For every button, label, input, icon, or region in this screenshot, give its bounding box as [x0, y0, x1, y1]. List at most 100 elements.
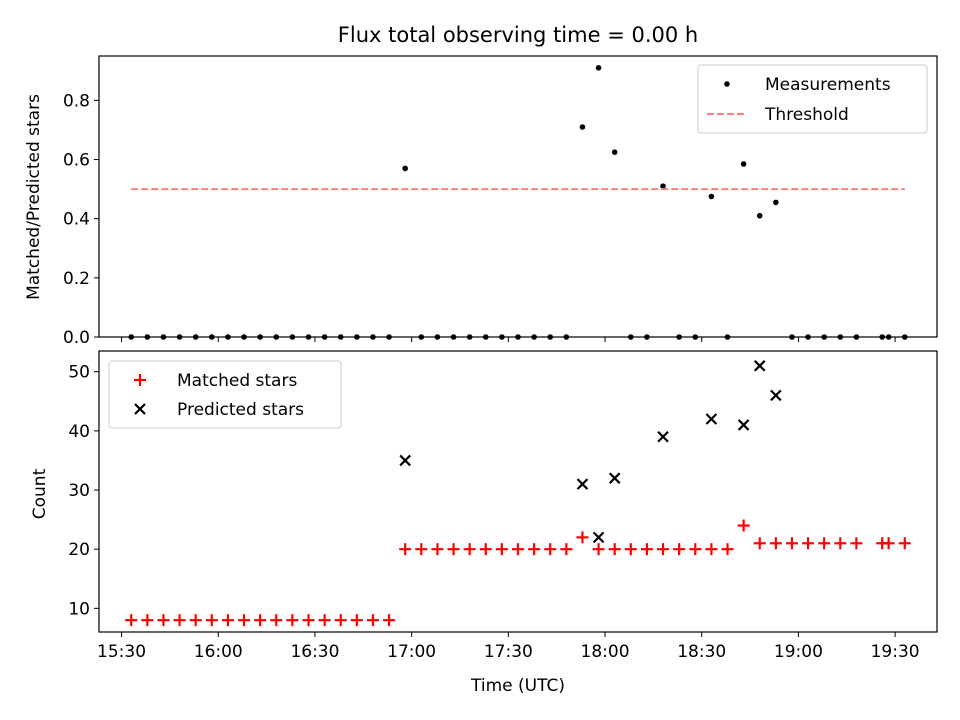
matched-stars-point: [608, 543, 621, 556]
matched-stars-point: [479, 543, 492, 556]
y-tick-label: 10: [68, 599, 90, 619]
matched-stars-point: [592, 543, 605, 556]
x-tick-label: 19:00: [774, 642, 823, 662]
x-tick-label: 18:30: [677, 642, 726, 662]
matched-stars-point: [753, 537, 766, 550]
y-tick-label: 0.6: [63, 151, 90, 171]
matched-stars-point: [657, 543, 670, 556]
ratio-panel: 0.00.20.40.60.8 Matched/Predicted stars …: [24, 55, 938, 348]
predicted-stars-point: [657, 431, 669, 443]
measurement-point: [611, 149, 618, 155]
matched-stars-point: [238, 614, 251, 627]
matched-stars-point: [157, 614, 170, 627]
measurement-point: [708, 193, 715, 200]
matched-stars-point: [898, 537, 911, 550]
matched-stars-point: [689, 543, 702, 556]
count-legend: Matched stars Predicted stars: [108, 360, 342, 429]
legend-matched-label: Matched stars: [177, 371, 297, 391]
y-tick-label: 50: [68, 363, 90, 383]
matched-stars-point: [802, 537, 815, 550]
predicted-stars-point: [592, 531, 605, 544]
x-tick-label: 17:30: [484, 642, 533, 662]
x-tick-label: 15:30: [97, 642, 146, 662]
measurement-point: [773, 199, 779, 206]
matched-stars-point: [737, 519, 750, 532]
matched-stars-point: [350, 614, 363, 627]
predicted-stars-point: [753, 360, 766, 372]
matched-stars-point: [495, 543, 508, 556]
matched-stars-point: [673, 543, 686, 556]
legend-measurements-label: Measurements: [765, 75, 891, 95]
predicted-stars-point: [737, 419, 750, 431]
y-tick-label: 20: [68, 540, 90, 560]
matched-stars-point: [640, 543, 653, 556]
matched-stars-point: [189, 614, 202, 627]
count-ylabel: Count: [30, 468, 50, 519]
matched-stars-point: [882, 537, 895, 550]
ratio-axes-frame: [98, 55, 938, 338]
matched-stars-point: [383, 614, 396, 627]
measurement-point: [740, 161, 747, 167]
matched-stars-point: [560, 543, 573, 556]
matched-stars-point: [850, 537, 863, 550]
matched-stars-point: [785, 537, 798, 550]
ratio-ylabel: Matched/Predicted stars: [24, 94, 44, 300]
matched-stars-point: [205, 614, 218, 627]
matched-stars-point: [624, 543, 637, 556]
matched-stars-point: [576, 531, 589, 544]
matched-stars-point: [125, 614, 138, 627]
x-tick-label: 16:30: [290, 642, 339, 662]
predicted-stars-point: [608, 472, 621, 484]
chart-title: Flux total observing time = 0.00 h: [338, 23, 698, 47]
measurement-point: [660, 183, 666, 189]
matched-stars-point: [415, 543, 428, 556]
x-tick-label: 18:00: [581, 642, 630, 662]
matched-stars-point: [447, 543, 460, 556]
predicted-stars-point: [399, 454, 411, 467]
predicted-stars-point: [576, 478, 589, 490]
matched-stars-point: [528, 543, 541, 556]
count-legend-box: [108, 360, 342, 429]
y-tick-label: 0.4: [63, 210, 90, 230]
matched-stars-point: [318, 614, 331, 627]
measurement-point: [595, 65, 602, 71]
y-tick-label: 0.0: [63, 328, 90, 348]
matched-stars-point: [721, 543, 734, 556]
legend-predicted-marker: [134, 403, 146, 415]
matched-stars-point: [173, 614, 186, 627]
matched-stars-point: [769, 537, 782, 550]
matched-stars-point: [512, 543, 524, 556]
count-axes-frame: [98, 350, 938, 633]
legend-threshold-label: Threshold: [764, 105, 849, 125]
x-tick-label: 17:00: [387, 642, 436, 662]
x-tick-label: 19:30: [871, 642, 920, 662]
legend-matched-marker: [134, 374, 146, 386]
predicted-stars-point: [705, 413, 718, 425]
matched-stars-point: [431, 543, 444, 556]
x-tick-label: 16:00: [194, 642, 243, 662]
ratio-legend-box: [697, 64, 928, 134]
predicted-stars-point: [770, 389, 782, 402]
legend-measurements-marker: [724, 81, 730, 87]
matched-stars-point: [544, 543, 557, 556]
measurement-point: [579, 124, 586, 130]
x-axis-label: Time (UTC): [470, 676, 565, 696]
matched-stars-point: [286, 614, 299, 627]
matched-stars-point: [705, 543, 718, 556]
matched-stars-point: [818, 537, 831, 550]
matched-stars-point: [221, 614, 234, 627]
y-tick-label: 0.2: [63, 269, 90, 289]
matched-stars-point: [399, 543, 412, 556]
matched-stars-point: [463, 543, 476, 556]
matched-stars-point: [366, 614, 379, 627]
matched-stars-point: [270, 614, 283, 627]
matched-stars-point: [302, 614, 315, 627]
matched-stars-point: [141, 614, 154, 627]
matched-stars-point: [834, 537, 847, 550]
y-tick-label: 0.8: [63, 91, 90, 111]
y-tick-label: 30: [68, 481, 90, 501]
legend-predicted-label: Predicted stars: [177, 400, 304, 420]
ratio-legend: Measurements Threshold: [697, 64, 928, 134]
measurement-point: [756, 212, 763, 219]
